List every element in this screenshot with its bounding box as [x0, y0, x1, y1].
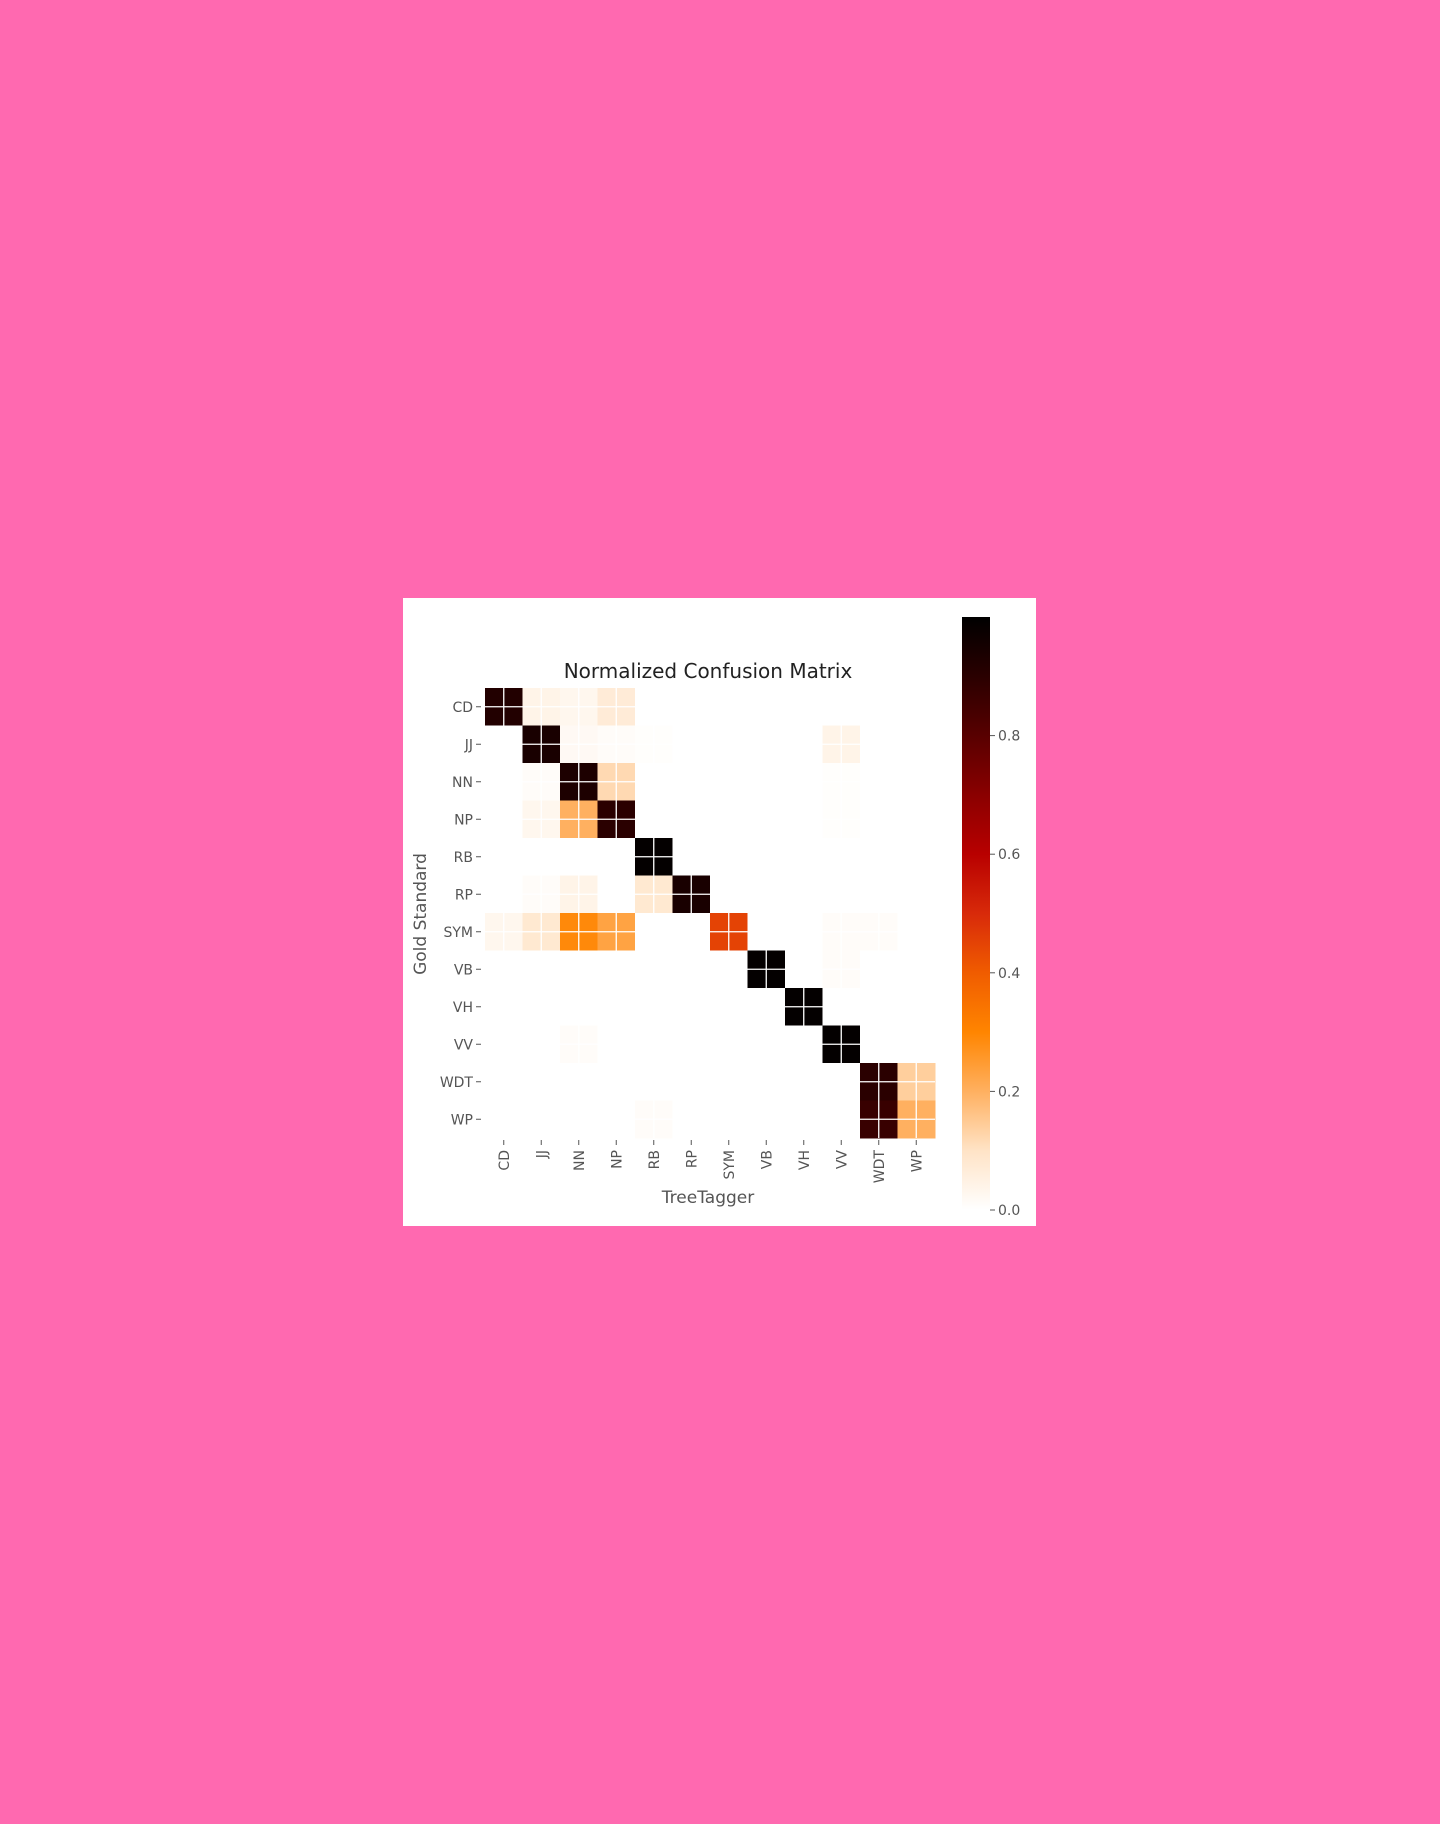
- heatmap-grid: [485, 688, 935, 1138]
- x-tick-label-WP: WP: [909, 1150, 925, 1172]
- y-tick-label-WP: WP: [451, 1112, 473, 1128]
- colorbar-tick-label: 0.0: [998, 1203, 1020, 1219]
- y-axis-label: Gold Standard: [411, 853, 431, 975]
- colorbar-tick-label: 0.8: [998, 729, 1020, 745]
- x-tick-label-RP: RP: [684, 1150, 700, 1168]
- x-tick-label-VH: VH: [797, 1150, 813, 1170]
- y-tick-label-CD: CD: [452, 700, 473, 716]
- y-tick-label-NN: NN: [452, 775, 473, 791]
- x-axis-ticks: CD JJ NN NP RB RP SYM VB VH VV WDT WP: [497, 1140, 925, 1184]
- confusion-matrix-chart: Normalized Confusion Matrix CD JJ NN NP RB RP…: [411, 617, 1020, 1219]
- heatmap-cells: [485, 688, 936, 1139]
- x-tick-label-NP: NP: [609, 1150, 625, 1169]
- colorbar-ticks: 0.0 0.2 0.4 0.6 0.8: [990, 729, 1020, 1219]
- y-tick-label-VB: VB: [454, 962, 473, 978]
- y-tick-label-JJ: JJ: [464, 737, 473, 753]
- y-axis-ticks: CD JJ NN NP RB RP SYM VB VH VV WDT WP: [440, 700, 481, 1128]
- y-tick-label-SYM: SYM: [443, 925, 473, 941]
- x-tick-label-RB: RB: [647, 1150, 663, 1169]
- x-tick-label-CD: CD: [497, 1150, 513, 1171]
- y-tick-label-VH: VH: [453, 1000, 473, 1016]
- x-tick-label-SYM: SYM: [722, 1150, 738, 1180]
- colorbar-tick-label: 0.4: [998, 966, 1020, 982]
- y-tick-label-RP: RP: [455, 887, 473, 903]
- x-tick-label-VB: VB: [759, 1150, 775, 1169]
- y-tick-label-RB: RB: [454, 850, 473, 866]
- x-tick-label-VV: VV: [834, 1150, 850, 1170]
- x-tick-label-NN: NN: [572, 1150, 588, 1171]
- x-axis-label: TreeTagger: [661, 1188, 754, 1208]
- colorbar-tick-label: 0.2: [998, 1084, 1020, 1100]
- y-tick-label-VV: VV: [454, 1037, 474, 1053]
- colorbar-tick-label: 0.6: [998, 847, 1020, 863]
- colorbar: [962, 617, 990, 1210]
- y-tick-label-NP: NP: [454, 812, 473, 828]
- x-tick-label-JJ: JJ: [534, 1150, 550, 1159]
- x-tick-label-WDT: WDT: [872, 1150, 888, 1184]
- y-tick-label-WDT: WDT: [440, 1075, 474, 1091]
- chart-title: Normalized Confusion Matrix: [564, 659, 853, 683]
- chart-panel: Normalized Confusion Matrix CD JJ NN NP RB RP…: [403, 598, 1036, 1226]
